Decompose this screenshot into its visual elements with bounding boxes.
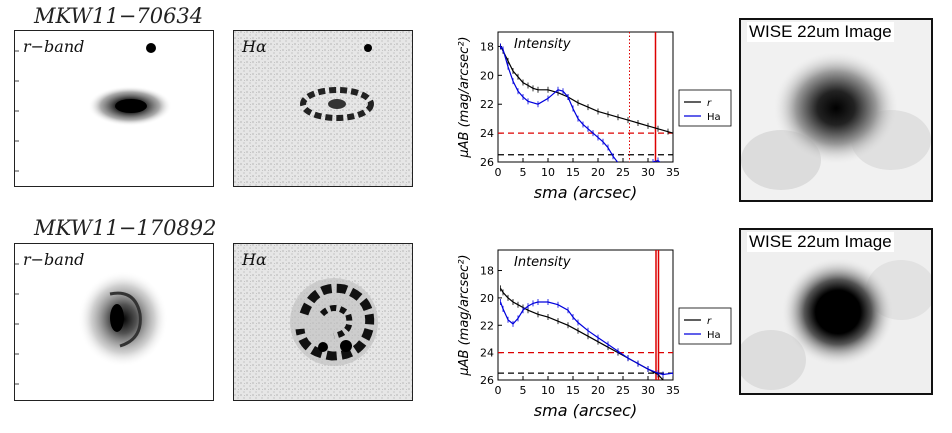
- x-tick-label: 30: [641, 166, 655, 179]
- x-tick-label: 35: [666, 166, 680, 179]
- r-band-label: r−band: [23, 250, 85, 269]
- x-tick-label: 25: [616, 384, 630, 397]
- wise-galaxy: [741, 20, 931, 200]
- x-tick-label: 25: [616, 166, 630, 179]
- r-band-galaxy: [15, 43, 172, 172]
- y-tick-label: 20: [480, 292, 494, 305]
- x-tick-label: 35: [666, 384, 680, 397]
- y-tick-label: 22: [480, 319, 494, 332]
- x-tick-label: 10: [541, 166, 555, 179]
- legend-box: [678, 89, 732, 127]
- r-band-galaxy: [15, 263, 168, 385]
- x-tick-label: 15: [566, 384, 580, 397]
- y-tick-label: 20: [480, 69, 494, 82]
- galaxy-title: MKW11−70634: [34, 4, 204, 28]
- halpha-label: Hα: [242, 37, 267, 56]
- intensity-profile-chart: 0 5 10 15 20 25 30 35 18 20 22 24 26 Intensity sma (ar…: [457, 31, 732, 202]
- series-line-Ha: [500, 46, 661, 162]
- wise-label: WISE 22um Image: [747, 22, 894, 42]
- y-tick-label: 24: [480, 127, 494, 140]
- chart-title: Intensity: [514, 37, 571, 52]
- legend-label: Ha: [707, 112, 721, 123]
- legend-label: Ha: [707, 330, 721, 341]
- y-tick-label: 18: [480, 40, 494, 53]
- legend-label: r: [707, 316, 712, 327]
- halpha-image: Hα: [233, 243, 413, 401]
- galaxy-title: MKW11−170892: [34, 216, 217, 240]
- plot-frame: [497, 249, 674, 381]
- series-line-Ha: [499, 301, 673, 376]
- plot-area: [498, 250, 673, 380]
- plot-area: [498, 32, 673, 162]
- wise-label: WISE 22um Image: [747, 232, 894, 252]
- wise-galaxy: [741, 230, 931, 393]
- x-axis-label: sma (arcsec): [534, 401, 637, 420]
- plot-frame: [497, 31, 674, 163]
- x-axis-label: sma (arcsec): [534, 183, 637, 202]
- legend-label: r: [707, 98, 712, 109]
- wise-image: WISE 22um Image: [739, 18, 933, 202]
- y-tick-label: 26: [480, 374, 494, 387]
- x-tick-label: 5: [520, 384, 527, 397]
- halpha-image: Hα: [233, 30, 413, 187]
- x-tick-label: 0: [495, 384, 502, 397]
- halpha-galaxy: [234, 31, 412, 186]
- x-tick-label: 15: [566, 166, 580, 179]
- r-band-image: r−band: [14, 30, 214, 187]
- wise-image: WISE 22um Image: [739, 228, 933, 395]
- x-tick-label: 5: [520, 166, 527, 179]
- r-band-image: r−band: [14, 243, 214, 401]
- x-tick-label: 20: [591, 166, 605, 179]
- y-tick-label: 18: [480, 265, 494, 278]
- halpha-galaxy: [234, 244, 412, 400]
- y-tick-label: 22: [480, 98, 494, 111]
- y-axis-label: μAB (mag/arcsec²): [457, 36, 472, 158]
- legend-box: [678, 307, 732, 345]
- x-tick-label: 0: [495, 166, 502, 179]
- halpha-label: Hα: [242, 250, 267, 269]
- x-tick-label: 10: [541, 384, 555, 397]
- y-axis-label: μAB (mag/arcsec²): [457, 254, 472, 376]
- y-tick-label: 26: [480, 156, 494, 169]
- y-tick-label: 24: [480, 347, 494, 360]
- intensity-profile-chart: 0 5 10 15 20 25 30 35 18 20 22 24 26 Intensity sma (ar…: [457, 249, 732, 420]
- chart-title: Intensity: [514, 255, 571, 270]
- r-band-label: r−band: [23, 37, 85, 56]
- x-tick-label: 30: [641, 384, 655, 397]
- x-tick-label: 20: [591, 384, 605, 397]
